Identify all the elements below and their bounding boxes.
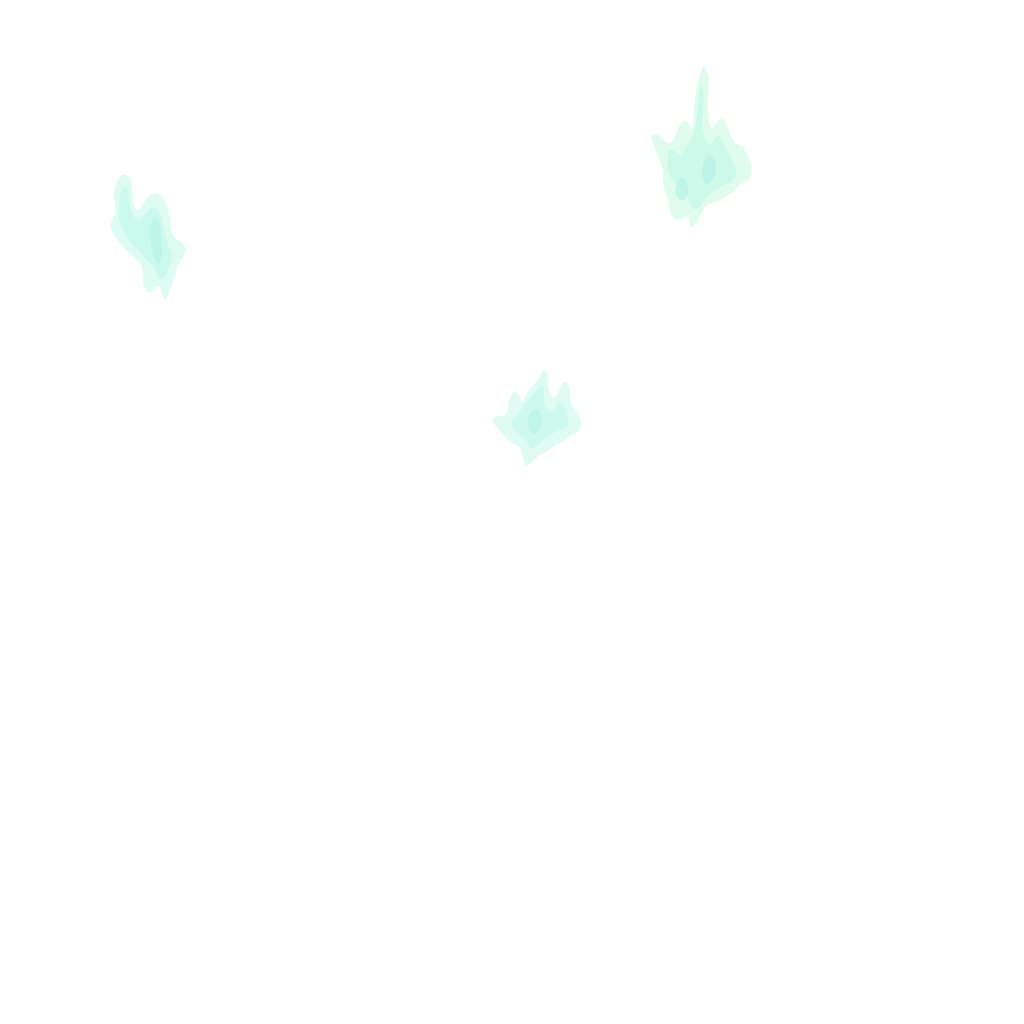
mint-splotch-top-right-shape [651, 66, 752, 228]
mint-splotch-left-shape [110, 174, 186, 300]
mint-splotch-top-right [651, 66, 752, 228]
mint-splotch-center-shape [492, 370, 582, 466]
mint-splotch-left [110, 174, 186, 300]
mint-splotch-center [492, 370, 582, 466]
